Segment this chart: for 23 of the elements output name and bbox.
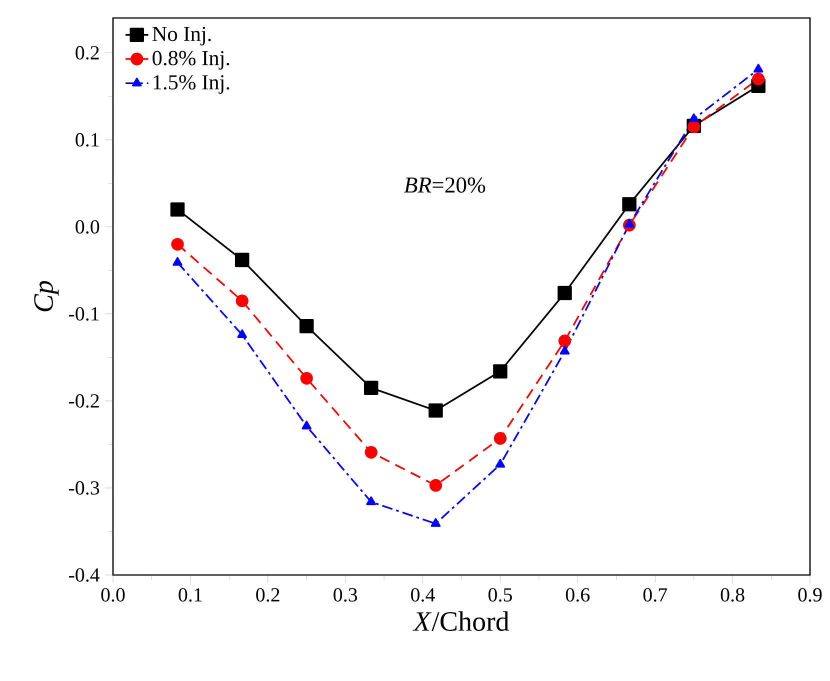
annotation: BR=20% [404,177,486,193]
y-tick-label: -0.1 [68,307,99,321]
x-tick-label: 0.1 [178,588,202,602]
x-tick-label: 0.2 [256,588,280,602]
x-tick-label: 0.5 [488,588,512,602]
x-tick-label: 0.9 [798,588,822,602]
legend-label: 1.5% Inj. [154,75,230,94]
x-axis-title: X/Chord [412,611,510,631]
y-tick-label: 0.2 [76,46,99,60]
x-tick-label: 0.7 [643,588,668,602]
y-tick-label: 0.1 [76,133,99,147]
x-tick-label: 0.0 [101,588,125,602]
y-tick-label: -0.3 [68,481,100,495]
y-tick-label: 0.0 [76,220,100,234]
y-tick-label: -0.2 [68,394,99,408]
x-tick-label: 0.6 [566,588,590,602]
x-tick-label: 0.4 [411,588,435,602]
legend-label: No Inj. [152,26,211,46]
x-tick-label: 0.8 [720,588,744,602]
y-axis-title: Cp [34,281,59,312]
y-tick-label: -0.4 [68,568,100,582]
x-tick-label: 0.3 [334,588,358,602]
legend-label: 0.8% Inj. [152,50,230,70]
